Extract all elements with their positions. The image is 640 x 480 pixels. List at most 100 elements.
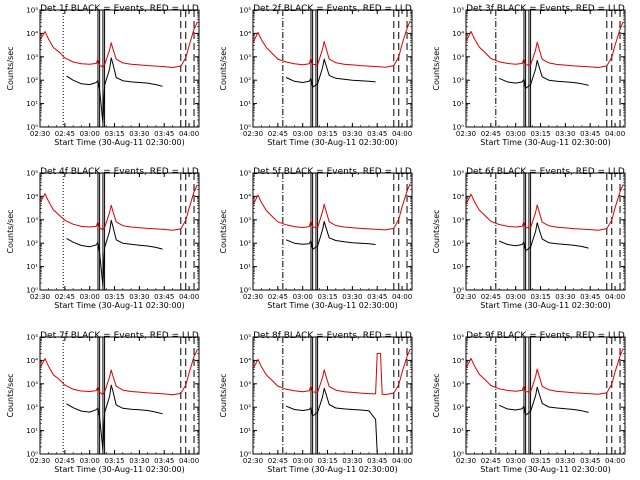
y-axis-label: Counts/sec (6, 46, 15, 90)
y-tick-label: 10³ (452, 53, 464, 61)
y-tick-label: 10³ (26, 380, 38, 388)
x-axis-label: Start Time (30-Aug-11 02:30:00) (267, 138, 398, 147)
series-lld-line (466, 21, 624, 68)
y-tick-label: 10³ (239, 53, 251, 61)
plot-frame (252, 9, 413, 128)
series-events-line (498, 59, 589, 89)
y-tick-label: 10³ (239, 216, 251, 224)
plot-frame (465, 172, 626, 291)
y-axis-label: Counts/sec (219, 373, 228, 417)
y-tick-label: 10⁴ (452, 193, 464, 201)
y-tick-label: 10⁰ (239, 451, 251, 459)
x-tick-label: 03:45 (580, 457, 600, 465)
y-tick-label: 10⁰ (452, 124, 464, 132)
x-tick-label: 02:30 (30, 130, 50, 138)
x-tick-label: 02:45 (55, 130, 75, 138)
panel-8: Det 8f BLACK = Events, RED = LLD 10⁰ 10¹ 10… (219, 331, 413, 474)
x-tick-label: 03:15 (530, 130, 550, 138)
x-tick-label: 03:00 (293, 130, 313, 138)
series-lld-line (253, 183, 411, 231)
x-tick-label: 02:45 (481, 130, 501, 138)
x-tick-label: 03:30 (129, 457, 149, 465)
x-tick-label: 04:00 (392, 130, 412, 138)
x-tick-label: 03:30 (342, 130, 362, 138)
x-tick-label: 03:30 (342, 457, 362, 465)
x-tick-label: 03:00 (80, 457, 100, 465)
panel-title: Det 4f BLACK = Events, RED = LLD (40, 167, 199, 177)
x-tick-label: 03:45 (580, 293, 600, 301)
x-tick-label: 03:15 (104, 130, 124, 138)
x-tick-label: 04:00 (605, 293, 625, 301)
x-tick-label: 02:45 (268, 457, 288, 465)
panel-2: Det 2f BLACK = Events, RED = LLD 10⁰ 10¹ 10… (219, 4, 413, 147)
y-axis-label: Counts/sec (219, 46, 228, 90)
y-tick-label: 10⁵ (26, 7, 38, 15)
y-tick-label: 10¹ (239, 263, 251, 271)
y-tick-label: 10⁵ (26, 334, 38, 342)
series-lld-line (40, 349, 198, 396)
x-tick-label: 02:45 (268, 130, 288, 138)
y-tick-label: 10² (26, 240, 38, 248)
x-tick-label: 03:30 (555, 457, 575, 465)
y-tick-label: 10⁴ (452, 357, 464, 365)
x-axis-label: Start Time (30-Aug-11 02:30:00) (54, 138, 185, 147)
y-tick-label: 10³ (239, 380, 251, 388)
panel-3: Det 3f BLACK = Events, RED = LLD 10⁰ 10¹ 10… (432, 4, 626, 147)
x-tick-label: 03:45 (367, 457, 387, 465)
y-tick-label: 10¹ (452, 100, 464, 108)
x-tick-label: 03:45 (154, 293, 174, 301)
panel-title: Det 2f BLACK = Events, RED = LLD (253, 4, 412, 14)
x-axis-label: Start Time (30-Aug-11 02:30:00) (54, 301, 185, 310)
y-tick-label: 10³ (452, 380, 464, 388)
x-tick-label: 02:45 (481, 457, 501, 465)
x-tick-label: 02:30 (456, 293, 476, 301)
series-events-line (66, 57, 163, 124)
plot-frame (39, 172, 200, 291)
x-axis-label: Start Time (30-Aug-11 02:30:00) (480, 138, 611, 147)
y-tick-label: 10¹ (26, 100, 38, 108)
x-axis-label: Start Time (30-Aug-11 02:30:00) (267, 301, 398, 310)
y-axis-label: Counts/sec (219, 209, 228, 253)
x-tick-label: 04:00 (179, 130, 199, 138)
series-lld-line (466, 184, 624, 231)
x-tick-label: 02:45 (55, 457, 75, 465)
plot-frame (252, 172, 413, 291)
y-tick-label: 10⁵ (26, 170, 38, 178)
x-tick-label: 03:45 (580, 130, 600, 138)
x-tick-label: 03:00 (506, 130, 526, 138)
y-tick-label: 10¹ (239, 100, 251, 108)
panel-title: Det 5f BLACK = Events, RED = LLD (253, 167, 412, 177)
y-tick-label: 10² (452, 240, 464, 248)
y-tick-label: 10⁵ (239, 334, 251, 342)
series-lld-line (253, 348, 411, 395)
y-tick-label: 10¹ (26, 263, 38, 271)
x-tick-label: 04:00 (179, 457, 199, 465)
y-tick-label: 10² (239, 240, 251, 248)
panel-title: Det 1f BLACK = Events, RED = LLD (40, 4, 199, 14)
panel-1: Det 1f BLACK = Events, RED = LLD 10⁰ 10¹ 10… (6, 4, 200, 147)
y-tick-label: 10⁵ (452, 334, 464, 342)
x-tick-label: 03:00 (506, 457, 526, 465)
y-axis-label: Counts/sec (432, 46, 441, 90)
series-lld-line (466, 348, 624, 395)
x-tick-label: 02:30 (456, 130, 476, 138)
x-tick-label: 03:45 (154, 457, 174, 465)
y-tick-label: 10⁰ (452, 287, 464, 295)
x-tick-label: 03:00 (80, 293, 100, 301)
y-tick-label: 10² (26, 77, 38, 85)
x-tick-label: 03:45 (367, 293, 387, 301)
y-tick-label: 10⁰ (239, 287, 251, 295)
y-tick-label: 10² (452, 404, 464, 412)
plot-frame (465, 9, 626, 128)
x-tick-label: 02:30 (243, 457, 263, 465)
series-events-line (285, 387, 378, 453)
x-tick-label: 02:45 (55, 293, 75, 301)
x-tick-label: 02:45 (481, 293, 501, 301)
x-tick-label: 03:15 (530, 293, 550, 301)
panel-4: Det 4f BLACK = Events, RED = LLD 10⁰ 10¹ 10… (6, 167, 200, 310)
x-tick-label: 03:30 (555, 130, 575, 138)
x-tick-label: 02:30 (30, 457, 50, 465)
series-lld-line (40, 21, 198, 68)
y-axis-label: Counts/sec (6, 373, 15, 417)
y-tick-label: 10² (239, 77, 251, 85)
